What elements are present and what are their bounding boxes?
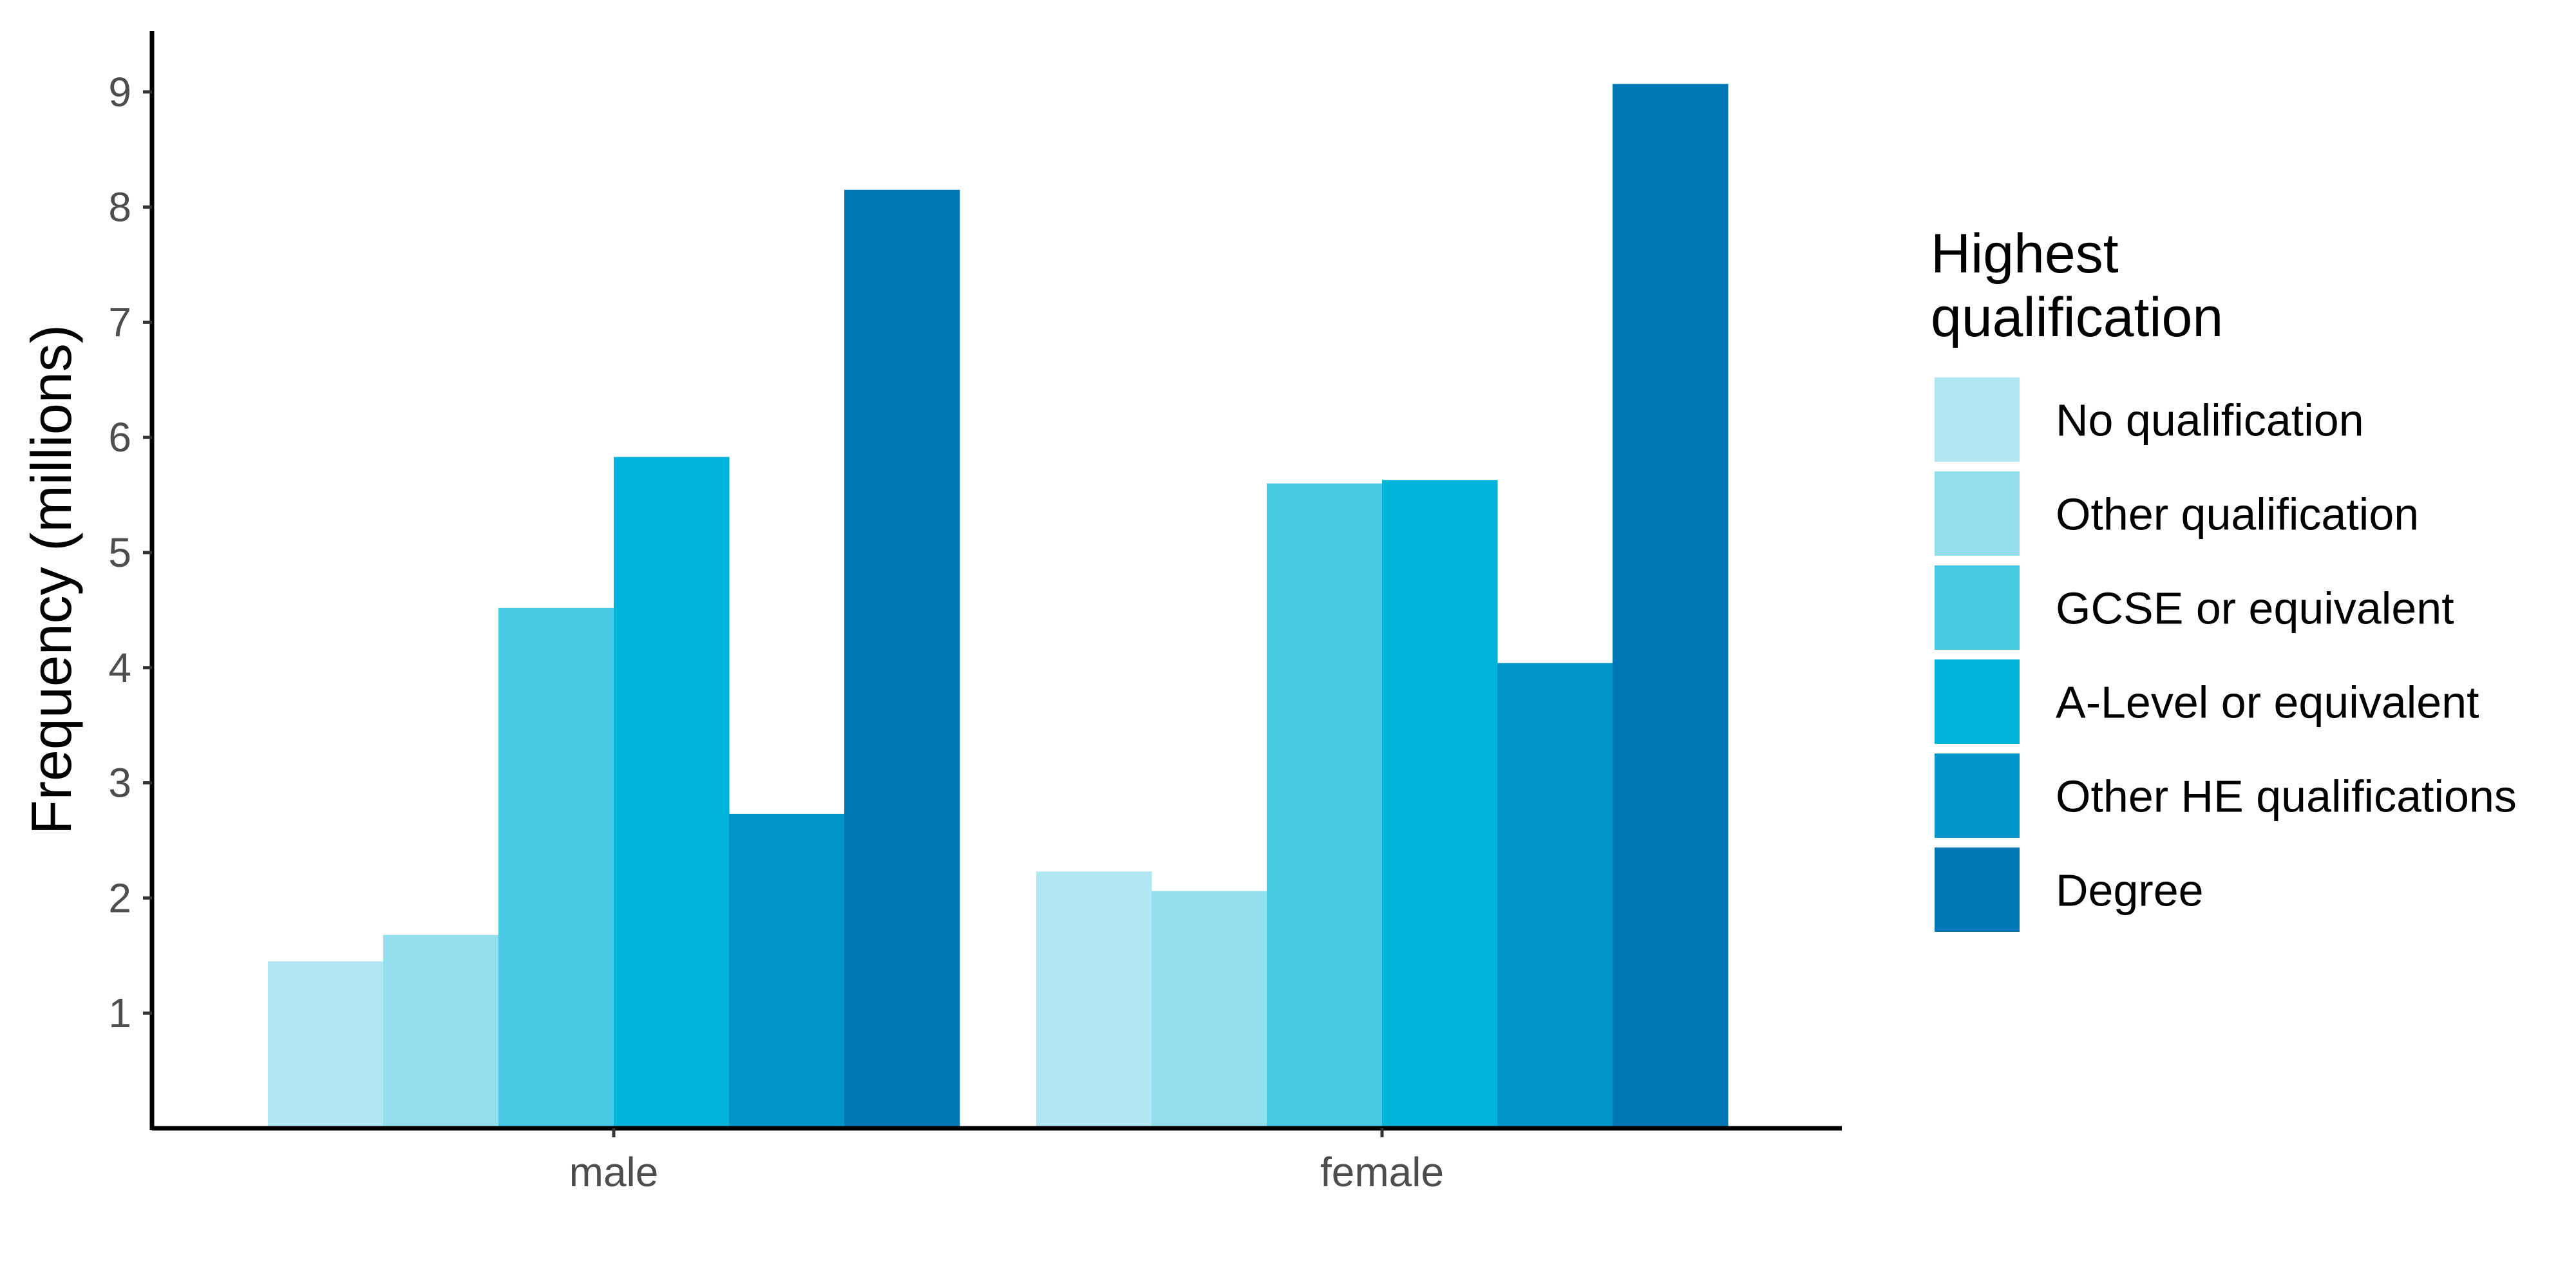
- y-ticks: 1 2 3 4 5 6 7 8 9: [108, 69, 152, 1036]
- y-tick-label: 6: [108, 414, 131, 460]
- legend: Highest qualification No qualification Ot…: [1931, 223, 2517, 932]
- bar-female-gcse-or-equivalent: [1267, 483, 1383, 1128]
- legend-title-line-2: qualification: [1931, 287, 2223, 348]
- bar-female-a-level-or-equivalent: [1382, 480, 1498, 1128]
- y-tick-label: 3: [108, 760, 131, 806]
- legend-label: A-Level or equivalent: [2056, 677, 2479, 728]
- x-tick-label-female: female: [1320, 1149, 1444, 1195]
- legend-key: [1935, 377, 2020, 462]
- y-tick-label: 8: [108, 184, 131, 231]
- bar-male-gcse-or-equivalent: [498, 607, 614, 1128]
- legend-key: [1935, 659, 2020, 744]
- legend-key: [1935, 753, 2020, 838]
- y-tick-label: 2: [108, 875, 131, 921]
- legend-title-line-1: Highest: [1931, 223, 2119, 285]
- bar-female-no-qualification: [1036, 871, 1152, 1128]
- y-tick-label: 7: [108, 299, 131, 345]
- y-tick-label: 5: [108, 529, 131, 576]
- legend-label: Other HE qualifications: [2056, 772, 2517, 822]
- y-tick-label: 9: [108, 69, 131, 115]
- bar-female-other-qualification: [1151, 891, 1267, 1128]
- bars: [268, 84, 1728, 1128]
- axes: [149, 31, 1842, 1131]
- y-tick-label: 4: [108, 645, 131, 691]
- legend-key: [1935, 471, 2020, 556]
- bar-male-degree: [844, 189, 960, 1128]
- legend-key: [1935, 848, 2020, 932]
- legend-key: [1935, 565, 2020, 650]
- bar-female-other-he-qualifications: [1497, 663, 1613, 1128]
- y-axis-title: Frequency (millions): [19, 325, 83, 835]
- legend-title: Highest qualification: [1931, 223, 2223, 348]
- bar-male-other-he-qualifications: [729, 813, 845, 1128]
- legend-label: Other qualification: [2056, 489, 2419, 540]
- x-tick-label-male: male: [569, 1149, 659, 1195]
- bar-male-a-level-or-equivalent: [614, 457, 730, 1128]
- legend-label: GCSE or equivalent: [2056, 583, 2454, 634]
- y-tick-label: 1: [108, 990, 131, 1036]
- legend-label: Degree: [2056, 866, 2204, 916]
- bar-male-no-qualification: [268, 961, 384, 1128]
- x-ticks: male female: [569, 1128, 1444, 1195]
- bar-male-other-qualification: [383, 934, 499, 1128]
- legend-items: No qualification Other qualification GCSE …: [1935, 377, 2517, 932]
- bar-female-degree: [1613, 84, 1728, 1128]
- legend-label: No qualification: [2056, 395, 2364, 446]
